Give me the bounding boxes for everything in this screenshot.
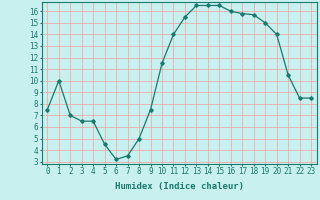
X-axis label: Humidex (Indice chaleur): Humidex (Indice chaleur) xyxy=(115,182,244,191)
